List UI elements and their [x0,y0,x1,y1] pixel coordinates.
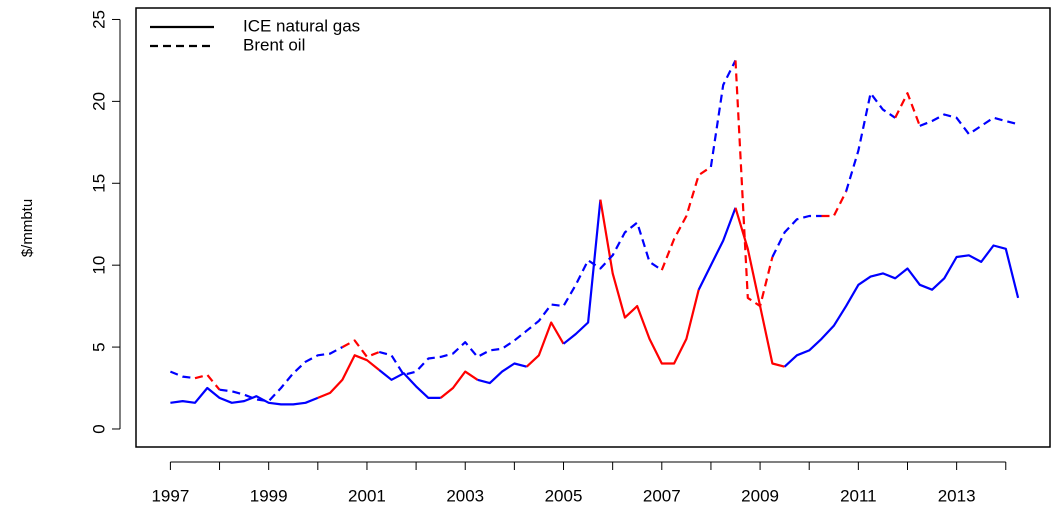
x-tick-label: 1997 [151,486,189,505]
x-tick-label: 2011 [840,486,877,505]
x-tick-label: 2013 [938,486,976,505]
series-line [378,221,663,376]
plot-box [135,7,1051,448]
x-tick-label: 2003 [446,486,484,505]
x-tick-label: 2001 [348,486,386,505]
y-axis-label: $/mmbtu [19,199,36,257]
series-line [660,165,712,271]
series-line [919,113,1019,136]
legend-label: ICE natural gas [243,16,360,35]
series-line [440,370,479,399]
y-tick-label: 5 [89,342,108,351]
series-line [341,339,380,358]
series-line [170,386,319,406]
x-tick-label: 2005 [545,486,583,505]
series-line [562,199,602,345]
legend-label: Brent oil [243,35,305,54]
series-line [697,207,737,291]
series-line [219,346,343,403]
series-line [845,92,896,192]
series-line [378,369,441,399]
series-line [525,321,565,368]
y-tick-label: 10 [89,256,108,275]
series-line [317,354,380,399]
series-line [734,207,785,368]
series-line [194,373,221,391]
x-tick-label: 2009 [741,486,779,505]
y-tick-label: 20 [89,92,108,111]
x-tick-label: 1999 [250,486,288,505]
x-tick-label: 2007 [643,486,681,505]
series-line [709,59,737,168]
series-line [169,370,196,380]
series-line [599,199,700,365]
y-tick-label: 0 [89,424,108,433]
series-line [894,92,921,127]
series-line [734,60,774,308]
series-line [477,362,527,385]
series-line [783,244,1020,368]
y-tick-label: 15 [89,174,108,193]
series-line [821,191,848,218]
y-tick-label: 25 [89,10,108,29]
series-line [771,214,822,258]
